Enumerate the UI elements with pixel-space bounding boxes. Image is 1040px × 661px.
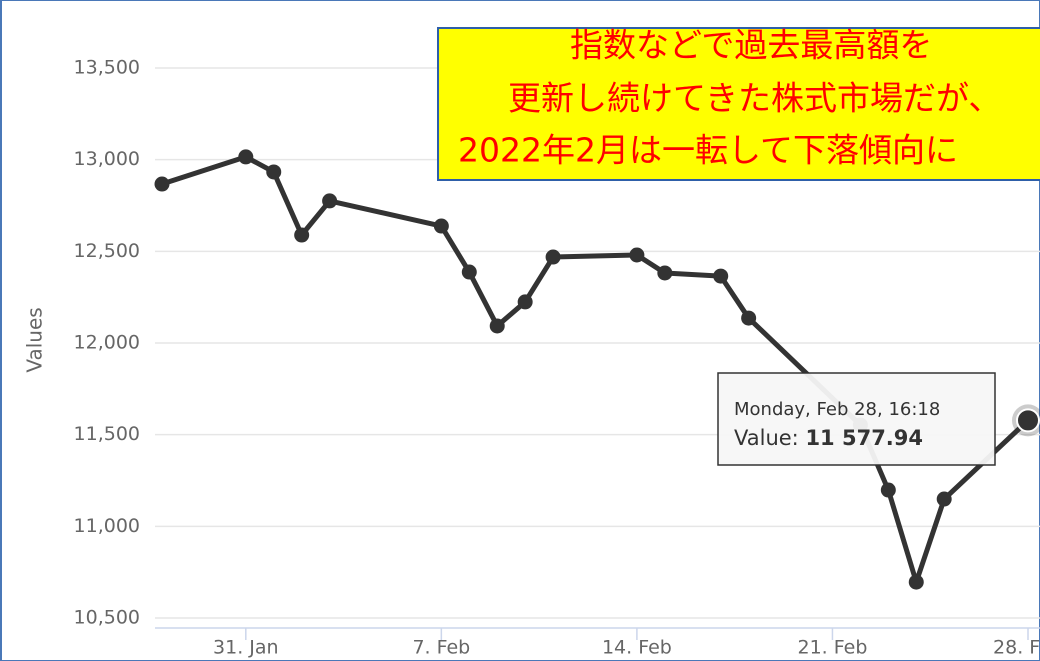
point <box>461 264 477 280</box>
point <box>880 482 896 498</box>
point <box>266 164 282 180</box>
annotation-line: 更新し続けてきた株式市場だが、 <box>508 79 1001 118</box>
y-tick-label: 10,500 <box>74 607 140 629</box>
point <box>741 310 757 326</box>
tooltip: Monday, Feb 28, 16:18 Value: 11 577.94 <box>717 372 996 466</box>
y-axis-title: Values <box>23 307 47 372</box>
annotation-line: 2022年2月は一転して下落傾向に <box>458 131 958 170</box>
annotation-line: 指数などで過去最高額を <box>570 26 932 65</box>
y-tick-label: 11,000 <box>74 515 140 537</box>
point <box>322 193 338 209</box>
tooltip-number: 11 577.94 <box>805 426 923 450</box>
point <box>517 294 533 310</box>
y-tick-label: 13,000 <box>74 148 140 170</box>
point <box>908 574 924 590</box>
annotation-box <box>437 27 1040 181</box>
point <box>1016 408 1040 433</box>
tooltip-header: Monday, Feb 28, 16:18 <box>734 399 940 420</box>
y-tick-label: 13,500 <box>74 57 140 79</box>
point <box>657 265 673 281</box>
x-tick-label: 21. Feb <box>797 637 867 659</box>
tooltip-value: Value: 11 577.94 <box>734 426 923 450</box>
point <box>545 249 561 265</box>
point <box>936 491 952 507</box>
y-tick-label: 12,500 <box>74 240 140 262</box>
y-tick-label: 11,500 <box>74 423 140 445</box>
point <box>713 268 729 284</box>
y-tick-label: 12,000 <box>74 332 140 354</box>
point <box>294 227 310 243</box>
tooltip-box <box>717 372 996 466</box>
point <box>154 176 170 192</box>
x-tick-label: 31. Jan <box>213 637 279 659</box>
point <box>433 218 449 234</box>
tooltip-label: Value: <box>734 426 799 450</box>
x-tick-label: 14. Feb <box>602 637 672 659</box>
point <box>489 318 505 334</box>
series <box>154 149 1040 590</box>
annotation: 指数などで過去最高額を 更新し続けてきた株式市場だが、 2022年2月は一転して… <box>437 26 1040 181</box>
x-tick-label: 7. Feb <box>412 637 470 659</box>
x-tick-label: 28. Feb <box>993 637 1040 659</box>
point <box>629 247 645 263</box>
point <box>238 149 254 165</box>
